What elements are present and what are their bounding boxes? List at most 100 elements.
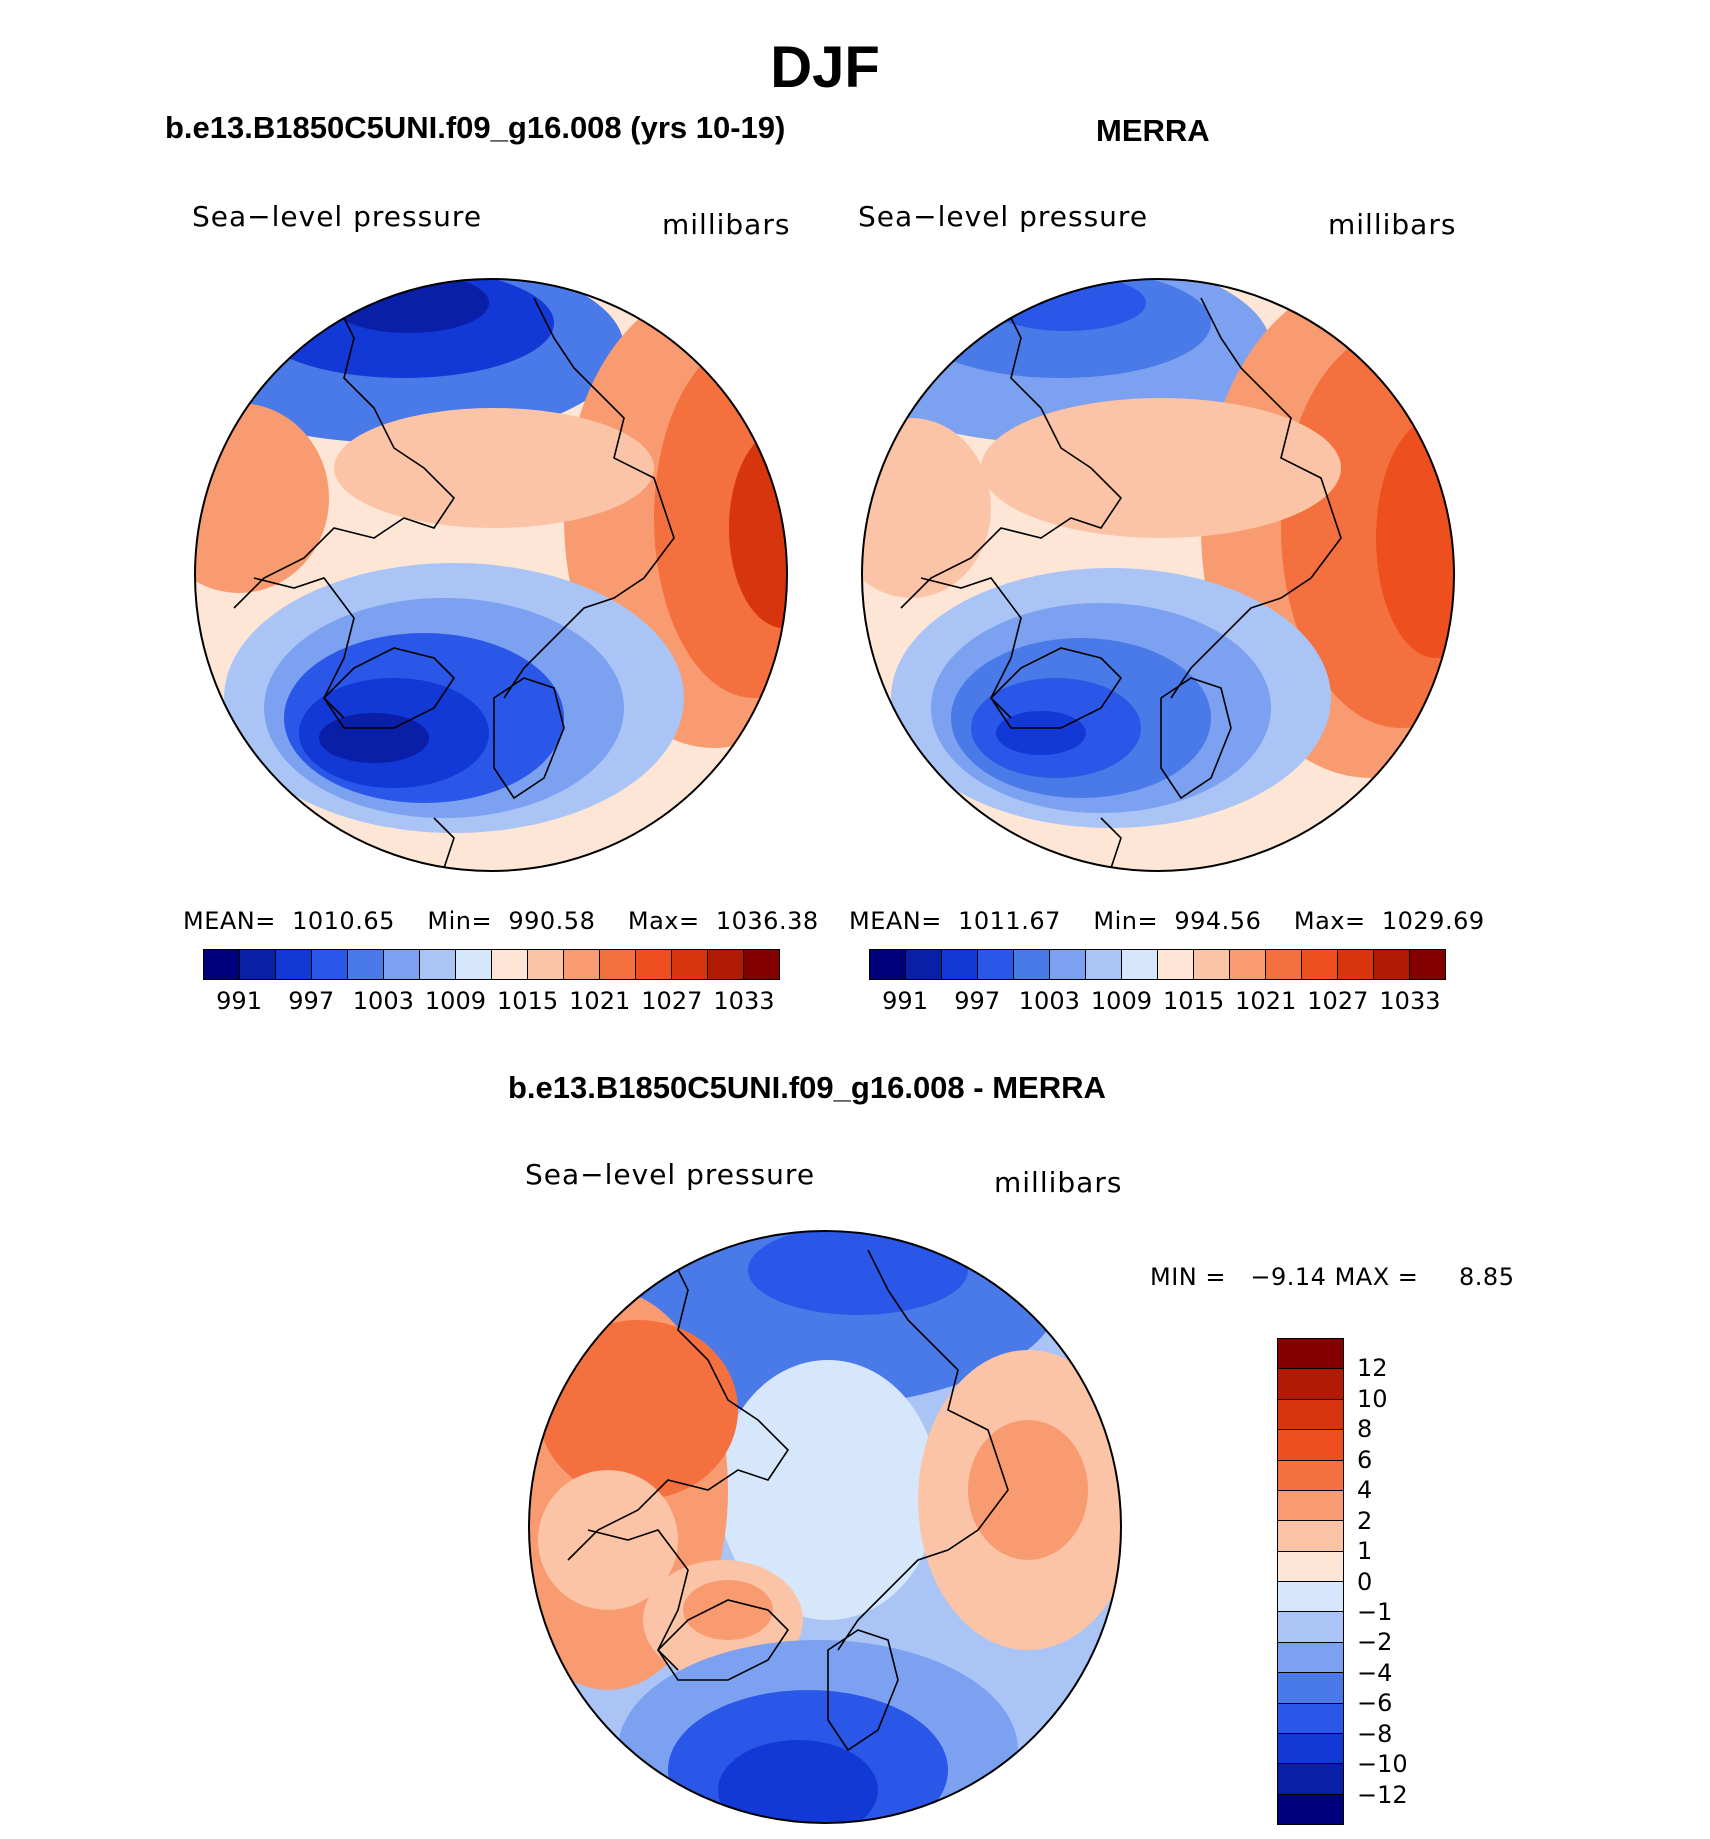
model-colorbar-swatch (672, 950, 708, 979)
model-min-value: 990.58 (508, 907, 596, 935)
model-stats: MEAN= 1010.65 Min= 990.58 Max= 1036.38 (183, 907, 819, 935)
obs-variable-label: Sea−level pressure (858, 200, 1149, 233)
model-colorbar-tick-label: 1021 (569, 987, 631, 1015)
diff-colorbar-tick-label: 8 (1357, 1415, 1373, 1444)
diff-colorbar-swatch (1278, 1369, 1343, 1400)
model-colorbar-tick-label: 997 (288, 987, 335, 1015)
obs-colorbar-tick-label: 1027 (1307, 987, 1369, 1015)
obs-colorbar-swatch (1086, 950, 1122, 979)
diff-colorbar-swatch (1278, 1764, 1343, 1795)
obs-colorbar-tick-label: 997 (954, 987, 1001, 1015)
obs-stats: MEAN= 1011.67 Min= 994.56 Max= 1029.69 (849, 907, 1485, 935)
model-colorbar-tick-label: 1003 (352, 987, 414, 1015)
model-colorbar (203, 949, 780, 980)
model-colorbar-tick-label: 1009 (424, 987, 486, 1015)
diff-colorbar-swatch (1278, 1642, 1343, 1674)
diff-colorbar (1277, 1338, 1344, 1825)
diff-colorbar-tick-label: 0 (1357, 1567, 1373, 1596)
diff-colorbar-swatch (1278, 1794, 1343, 1824)
diff-colorbar-tick-label: −6 (1357, 1689, 1393, 1718)
obs-max-value: 1029.69 (1381, 907, 1485, 935)
obs-colorbar-swatch (1266, 950, 1302, 979)
obs-colorbar (869, 949, 1446, 980)
diff-colorbar-tick-label: 1 (1357, 1537, 1373, 1566)
diff-colorbar-tick-label: −4 (1357, 1658, 1393, 1687)
diff-stats: MIN = −9.14 MAX = 8.85 (1150, 1263, 1514, 1291)
obs-colorbar-swatch (1194, 950, 1230, 979)
model-max-value: 1036.38 (715, 907, 819, 935)
obs-min-label: Min= (1093, 907, 1159, 935)
model-variable-label: Sea−level pressure (192, 200, 483, 233)
model-colorbar-swatch (492, 950, 528, 979)
diff-max-value: 8.85 (1459, 1263, 1515, 1291)
figure-title: DJF (770, 35, 880, 100)
model-polar-map (194, 278, 788, 872)
obs-colorbar-tick-label: 1021 (1235, 987, 1297, 1015)
model-colorbar-swatch (240, 950, 276, 979)
model-colorbar-swatch (744, 950, 779, 979)
diff-colorbar-tick-label: 6 (1357, 1445, 1373, 1474)
model-colorbar-ticks: 991 997 1003 1009 1015 1021 1027 1033 (203, 987, 780, 1017)
model-colorbar-tick-label: 991 (216, 987, 262, 1015)
obs-colorbar-swatch (1302, 950, 1338, 979)
model-colorbar-swatch (384, 950, 420, 979)
model-colorbar-swatch (312, 950, 348, 979)
obs-colorbar-tick-label: 1015 (1163, 987, 1225, 1015)
diff-colorbar-tick-label: 12 (1357, 1354, 1388, 1383)
obs-colorbar-swatch (870, 950, 906, 979)
obs-colorbar-tick-label: 1009 (1090, 987, 1152, 1015)
diff-colorbar-swatch (1278, 1521, 1343, 1552)
diff-colorbar-swatch (1278, 1612, 1343, 1643)
obs-panel-title: MERRA (1096, 113, 1210, 148)
diff-colorbar-tick-label: −10 (1357, 1750, 1408, 1779)
diff-colorbar-tick-label: 10 (1357, 1384, 1388, 1413)
obs-colorbar-swatch (1014, 950, 1050, 979)
diff-panel-title: b.e13.B1850C5UNI.f09_g16.008 - MERRA (508, 1070, 1106, 1105)
model-colorbar-swatch (708, 950, 744, 979)
diff-min-value: −9.14 (1250, 1263, 1327, 1291)
obs-colorbar-swatch (1122, 950, 1158, 979)
model-colorbar-swatch (348, 950, 384, 979)
obs-colorbar-swatch (1410, 950, 1445, 979)
diff-colorbar-ticks: 12 10 8 6 4 2 1 0 −1 −2 −4 −6 −8 −10 −12 (1357, 1338, 1437, 1825)
model-colorbar-swatch (528, 950, 564, 979)
model-mean-value: 1010.65 (292, 907, 395, 935)
diff-colorbar-swatch (1278, 1551, 1343, 1582)
diff-units-label: millibars (994, 1166, 1123, 1199)
obs-colorbar-swatch (906, 950, 942, 979)
model-colorbar-swatch (564, 950, 600, 979)
obs-colorbar-tick-label: 1003 (1018, 987, 1080, 1015)
model-colorbar-swatch (636, 950, 672, 979)
diff-colorbar-swatch (1278, 1703, 1343, 1734)
model-colorbar-swatch (276, 950, 312, 979)
obs-polar-map (861, 278, 1455, 872)
diff-min-label: MIN = (1150, 1263, 1226, 1291)
obs-colorbar-swatch (942, 950, 978, 979)
obs-colorbar-tick-label: 1033 (1379, 987, 1441, 1015)
diff-max-label: MAX = (1334, 1263, 1419, 1291)
obs-colorbar-swatch (1338, 950, 1374, 979)
model-min-label: Min= (427, 907, 493, 935)
diff-colorbar-swatch (1278, 1733, 1343, 1765)
obs-min-value: 994.56 (1174, 907, 1262, 935)
obs-mean-label: MEAN= (849, 907, 942, 935)
obs-colorbar-tick-label: 991 (882, 987, 928, 1015)
diff-colorbar-swatch (1278, 1673, 1343, 1704)
model-colorbar-swatch (420, 950, 456, 979)
diff-colorbar-swatch (1278, 1339, 1343, 1370)
obs-colorbar-swatch (1230, 950, 1266, 979)
diff-colorbar-tick-label: 4 (1357, 1476, 1373, 1505)
model-max-label: Max= (627, 907, 700, 935)
model-mean-label: MEAN= (183, 907, 276, 935)
diff-colorbar-swatch (1278, 1490, 1343, 1522)
model-colorbar-swatch (456, 950, 492, 979)
diff-colorbar-swatch (1278, 1399, 1343, 1431)
model-colorbar-swatch (204, 950, 240, 979)
diff-colorbar-tick-label: −12 (1357, 1780, 1408, 1809)
model-panel-title: b.e13.B1850C5UNI.f09_g16.008 (yrs 10-19) (165, 110, 786, 145)
obs-colorbar-swatch (978, 950, 1014, 979)
diff-polar-map (528, 1230, 1122, 1824)
obs-colorbar-swatch (1374, 950, 1410, 979)
model-colorbar-swatch (600, 950, 636, 979)
model-colorbar-tick-label: 1033 (713, 987, 775, 1015)
